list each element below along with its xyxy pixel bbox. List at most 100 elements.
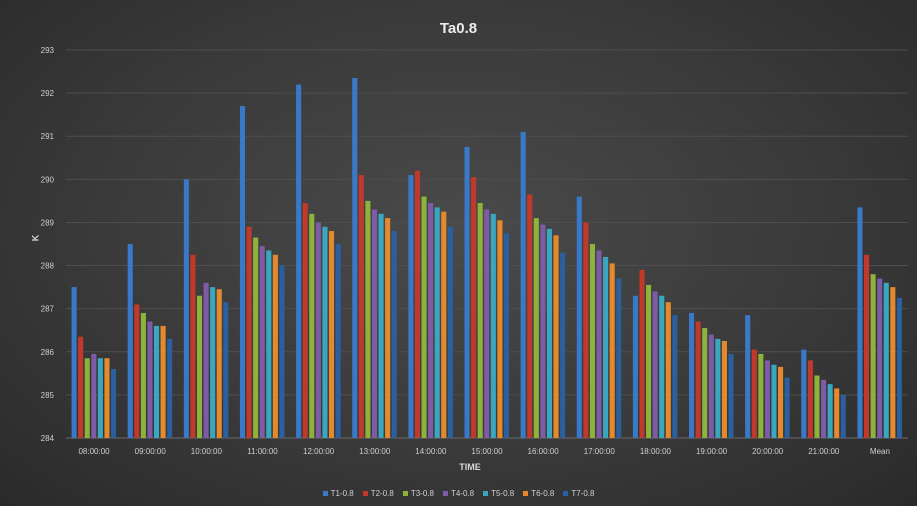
y-tick-label: 285	[41, 391, 55, 400]
bar	[659, 295, 665, 438]
x-tick-label: 13:00:00	[359, 447, 391, 456]
legend-item: T7-0.8	[563, 489, 594, 498]
bar	[807, 360, 813, 438]
bar	[728, 353, 734, 438]
bar	[97, 358, 103, 438]
legend-label: T2-0.8	[370, 489, 394, 498]
legend-swatch	[563, 491, 569, 496]
bar	[840, 394, 846, 438]
bars	[71, 78, 902, 439]
bar	[153, 325, 160, 438]
bar	[540, 224, 546, 438]
bar	[702, 328, 708, 438]
x-tick-label: 17:00:00	[584, 447, 616, 456]
bar	[695, 321, 701, 438]
bar	[266, 250, 272, 438]
bar	[434, 207, 440, 438]
bar	[863, 254, 870, 438]
x-tick-label: 14:00:00	[415, 447, 447, 456]
bar	[78, 336, 84, 438]
legend-item: T4-0.8	[442, 489, 475, 498]
bar	[134, 304, 140, 438]
bar	[322, 226, 328, 438]
bar	[877, 278, 883, 438]
x-tick-label: 11:00:00	[247, 447, 278, 456]
bar	[751, 349, 757, 438]
bar	[560, 252, 566, 438]
x-tick-label: 15:00:00	[471, 447, 503, 456]
bar	[352, 78, 358, 439]
bar	[715, 338, 721, 438]
bar	[315, 222, 321, 438]
bar	[239, 106, 246, 438]
bar	[533, 218, 539, 438]
x-tick-label: Mean	[870, 447, 890, 456]
bar	[246, 226, 252, 438]
bar	[546, 228, 552, 438]
bar	[639, 269, 645, 438]
legend-label: T5-0.8	[491, 489, 515, 498]
bar	[371, 209, 378, 438]
bar	[834, 388, 840, 438]
y-tick-label: 287	[41, 305, 55, 314]
bar	[91, 353, 97, 438]
bar	[553, 235, 559, 438]
bar	[140, 312, 146, 438]
bar	[477, 203, 483, 438]
x-tick-label: 12:00:00	[303, 447, 335, 456]
bar	[408, 175, 414, 438]
x-tick-label: 18:00:00	[640, 447, 672, 456]
bar	[890, 287, 896, 438]
bar	[335, 244, 341, 438]
bar	[471, 177, 477, 438]
y-tick-label: 289	[41, 218, 55, 227]
legend-swatch	[322, 491, 328, 496]
bar	[497, 220, 503, 438]
bar	[358, 175, 364, 438]
bar	[616, 278, 622, 438]
chart-title: Ta0.8	[439, 20, 478, 37]
bar	[414, 170, 421, 438]
bar	[646, 284, 652, 438]
bar	[520, 131, 526, 438]
y-tick-label: 288	[41, 262, 55, 271]
bar	[111, 369, 117, 438]
bar	[84, 358, 90, 438]
y-tick-label: 292	[41, 89, 55, 98]
bar	[596, 250, 602, 438]
bar	[279, 265, 285, 438]
legend-item: T1-0.8	[322, 489, 354, 498]
bar	[708, 334, 714, 438]
bar	[827, 384, 833, 438]
bar	[857, 207, 863, 438]
x-tick-label: 08:00:00	[78, 447, 110, 456]
bar	[71, 287, 77, 438]
bar	[447, 226, 453, 438]
bar	[490, 213, 496, 438]
y-tick-label: 290	[41, 175, 55, 184]
bar	[821, 379, 827, 438]
legend-label: T1-0.8	[330, 489, 354, 498]
legend-item: T6-0.8	[523, 489, 554, 498]
y-tick-label: 286	[41, 348, 55, 357]
bar	[745, 315, 751, 438]
bar	[758, 353, 764, 438]
bar	[464, 147, 470, 438]
bar	[302, 203, 308, 438]
bar	[216, 289, 222, 438]
bar	[385, 218, 391, 438]
bar	[576, 196, 582, 438]
bar	[870, 274, 876, 438]
bar	[147, 321, 153, 438]
y-tick-label: 291	[41, 132, 55, 141]
legend-label: T4-0.8	[450, 489, 475, 498]
bar	[272, 254, 278, 438]
bar	[391, 231, 397, 438]
bar	[428, 203, 434, 438]
legend-swatch	[523, 491, 529, 496]
bar	[814, 375, 820, 438]
bar	[365, 200, 371, 438]
bar	[104, 358, 110, 438]
y-tick-label: 284	[41, 434, 55, 443]
